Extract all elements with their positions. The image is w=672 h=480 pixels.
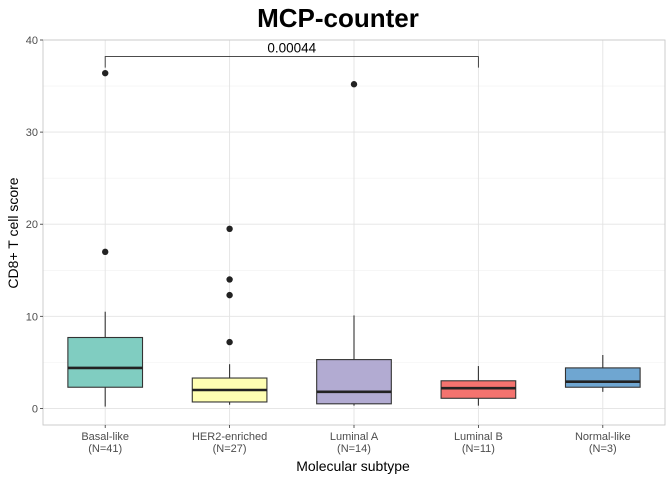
y-tick-label: 0 — [32, 403, 38, 415]
outlier-point — [226, 225, 233, 233]
axis-layer: 010203040Basal-like(N=41)HER2-enriched(N… — [26, 35, 631, 455]
chart-title: MCP-counter — [257, 3, 419, 33]
box-her2-enriched — [191, 225, 268, 405]
annotation-layer: 0.00044 — [104, 41, 479, 68]
x-tick-label: Normal-like — [575, 431, 631, 443]
x-tick-count-label: (N=14) — [337, 443, 371, 455]
outlier-point — [226, 338, 233, 346]
x-tick-count-label: (N=11) — [462, 443, 495, 455]
iqr-box — [316, 359, 392, 405]
iqr-box — [440, 380, 517, 399]
x-tick-count-label: (N=41) — [88, 443, 122, 455]
box-luminal-a — [316, 81, 392, 406]
box-layer — [67, 69, 641, 407]
iqr-box — [564, 367, 641, 388]
p-value-label: 0.00044 — [267, 41, 316, 56]
outlier-point — [102, 248, 109, 256]
y-axis-title: CD8+ T cell score — [5, 177, 21, 288]
outlier-point — [226, 291, 233, 299]
significance-bracket — [104, 56, 479, 68]
y-tick-label: 20 — [26, 219, 38, 231]
x-tick-label: Luminal B — [454, 431, 503, 443]
x-axis-title: Molecular subtype — [296, 458, 410, 474]
box-basal-like — [67, 69, 144, 407]
outlier-point — [350, 81, 358, 88]
box-normal-like — [564, 355, 641, 392]
x-tick-label: Basal-like — [81, 431, 129, 443]
iqr-box — [67, 336, 144, 388]
x-tick-count-label: (N=27) — [213, 443, 247, 455]
outlier-point — [226, 276, 233, 283]
x-tick-label: HER2-enriched — [192, 431, 267, 443]
x-tick-count-label: (N=3) — [589, 443, 617, 455]
y-tick-label: 30 — [26, 127, 38, 139]
y-tick-label: 40 — [26, 35, 38, 47]
x-tick-label: Luminal A — [330, 431, 379, 443]
outlier-point — [102, 69, 109, 77]
box-luminal-b — [440, 366, 517, 406]
y-tick-label: 10 — [26, 311, 38, 323]
